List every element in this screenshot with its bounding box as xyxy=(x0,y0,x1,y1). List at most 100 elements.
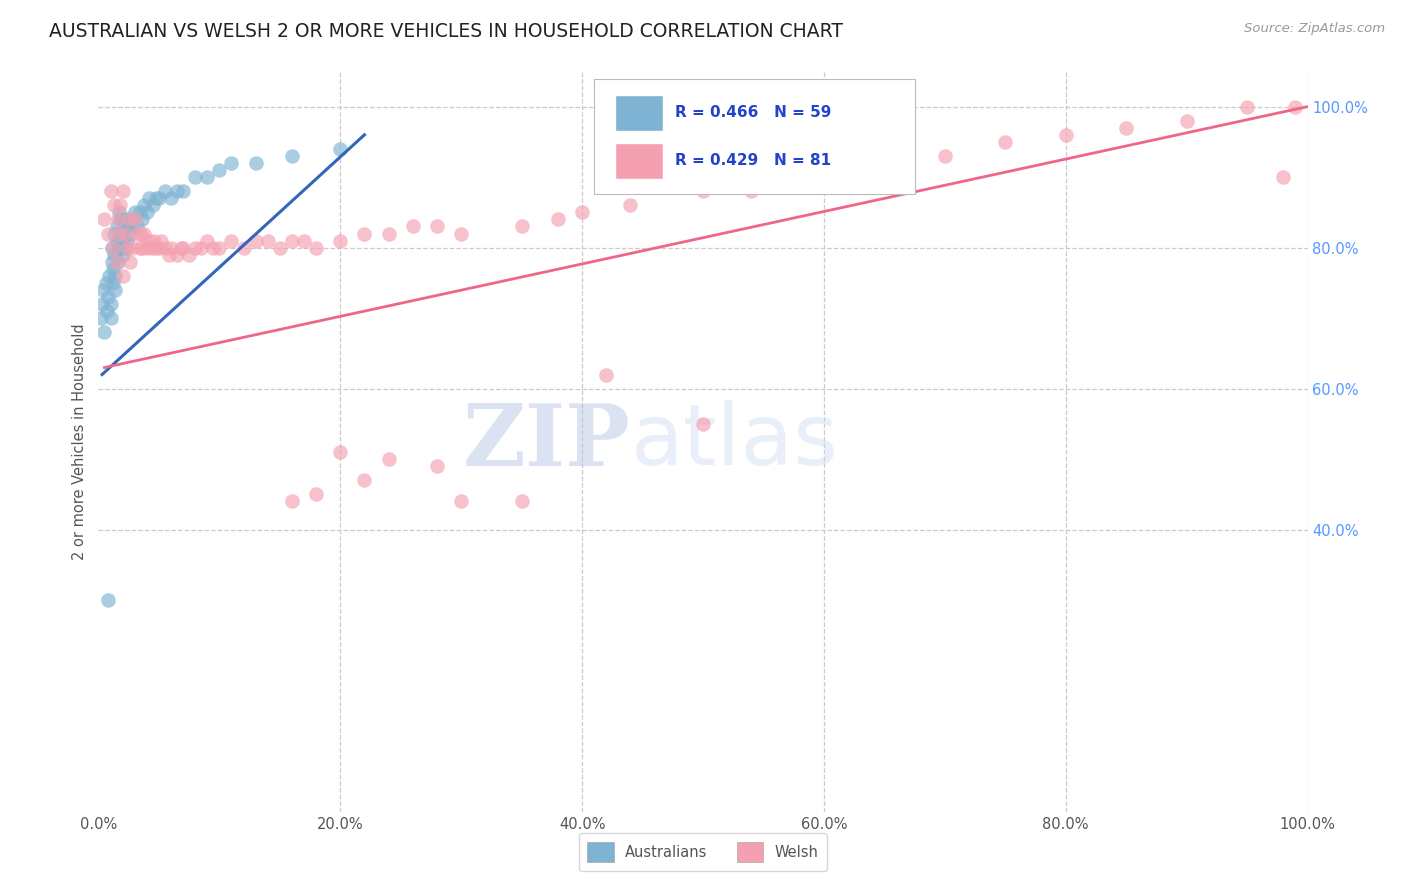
Point xyxy=(127,219,149,234)
Point xyxy=(114,241,136,255)
Point xyxy=(120,212,142,227)
Point xyxy=(153,241,176,255)
Point xyxy=(107,212,129,227)
Point xyxy=(1284,100,1306,114)
Point xyxy=(105,254,128,268)
Point xyxy=(160,191,183,205)
Point xyxy=(131,241,153,255)
Point xyxy=(111,268,134,283)
Point xyxy=(100,311,122,326)
Point xyxy=(184,170,207,185)
Point xyxy=(117,234,139,248)
Point xyxy=(104,283,127,297)
Point xyxy=(281,494,304,508)
Point xyxy=(353,227,375,241)
Point xyxy=(305,487,328,501)
Y-axis label: 2 or more Vehicles in Household: 2 or more Vehicles in Household xyxy=(72,323,87,560)
Point xyxy=(153,184,176,198)
Point xyxy=(143,234,166,248)
Point xyxy=(100,254,122,268)
Point xyxy=(97,290,120,304)
Point xyxy=(111,184,134,198)
Point xyxy=(100,297,122,311)
Point xyxy=(134,227,156,241)
Point xyxy=(510,494,533,508)
Point xyxy=(118,219,141,234)
Point xyxy=(111,234,134,248)
Point xyxy=(141,241,163,255)
Point xyxy=(166,184,188,198)
Point xyxy=(100,184,122,198)
Point xyxy=(100,241,122,255)
Point xyxy=(150,234,173,248)
Point xyxy=(166,248,188,262)
Point xyxy=(692,417,714,431)
FancyBboxPatch shape xyxy=(614,144,664,178)
Point xyxy=(353,473,375,487)
Point xyxy=(108,227,131,241)
Point xyxy=(619,198,641,212)
Point xyxy=(124,205,146,219)
Point xyxy=(127,227,149,241)
Point xyxy=(114,227,136,241)
Point xyxy=(131,212,153,227)
Point xyxy=(129,227,152,241)
Point xyxy=(105,219,128,234)
Point xyxy=(115,212,138,227)
Point xyxy=(134,198,156,212)
Point xyxy=(138,191,160,205)
Point xyxy=(190,241,212,255)
Point xyxy=(292,234,315,248)
Point xyxy=(98,268,121,283)
Point xyxy=(107,254,129,268)
Point xyxy=(510,219,533,234)
Text: AUSTRALIAN VS WELSH 2 OR MORE VEHICLES IN HOUSEHOLD CORRELATION CHART: AUSTRALIAN VS WELSH 2 OR MORE VEHICLES I… xyxy=(49,22,844,41)
Point xyxy=(145,241,167,255)
Point xyxy=(994,135,1017,149)
Text: Source: ZipAtlas.com: Source: ZipAtlas.com xyxy=(1244,22,1385,36)
Point xyxy=(118,254,141,268)
Point xyxy=(377,227,399,241)
Point xyxy=(305,241,328,255)
Point xyxy=(118,212,141,227)
Point xyxy=(934,149,956,163)
Point xyxy=(103,198,125,212)
Point xyxy=(96,304,118,318)
Point xyxy=(101,261,124,276)
Point xyxy=(91,283,114,297)
Point xyxy=(108,205,131,219)
Point xyxy=(329,142,352,156)
Point xyxy=(135,205,157,219)
Point xyxy=(128,241,150,255)
Point xyxy=(91,297,114,311)
Point xyxy=(221,234,243,248)
Point xyxy=(169,241,191,255)
Point xyxy=(172,184,194,198)
Point xyxy=(118,227,141,241)
Point xyxy=(111,248,134,262)
Point xyxy=(208,163,231,178)
Point xyxy=(179,248,201,262)
Point xyxy=(281,234,304,248)
Point xyxy=(208,241,231,255)
Point xyxy=(121,241,143,255)
Point xyxy=(121,219,143,234)
Point xyxy=(221,156,243,170)
Point xyxy=(108,212,131,227)
Point xyxy=(104,268,127,283)
Point xyxy=(245,156,267,170)
Point xyxy=(160,241,183,255)
Point xyxy=(1115,120,1137,135)
Legend: Australians, Welsh: Australians, Welsh xyxy=(579,833,827,871)
Point xyxy=(281,149,304,163)
Point xyxy=(157,248,180,262)
Point xyxy=(101,276,124,290)
Point xyxy=(232,241,254,255)
Point xyxy=(450,227,472,241)
Point xyxy=(97,593,120,607)
Point xyxy=(269,241,291,255)
Point xyxy=(329,445,352,459)
Text: atlas: atlas xyxy=(630,400,838,483)
Point xyxy=(117,241,139,255)
Point xyxy=(571,205,593,219)
